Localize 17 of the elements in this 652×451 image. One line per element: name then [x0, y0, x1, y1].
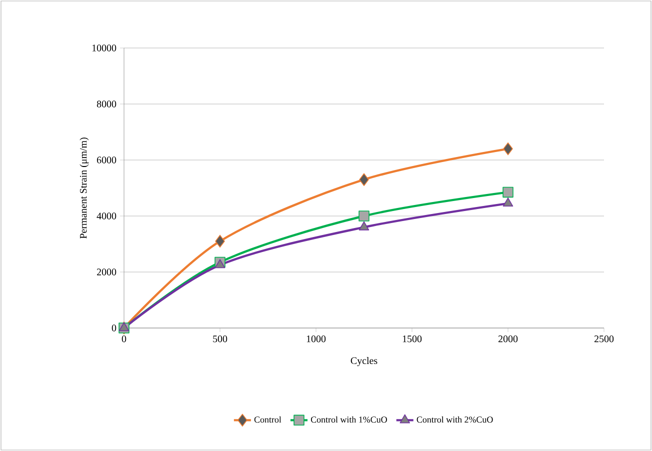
y-tick-label: 6000 [96, 156, 116, 164]
y-tick-label: 8000 [96, 100, 116, 108]
y-tick-label: 0 [112, 324, 116, 332]
y-tick-label: 2000 [97, 268, 116, 276]
y-axis-title: Permanent Strain (μm/m) [80, 138, 89, 239]
x-tick-label: 2500 [594, 336, 614, 342]
y-tick-label: 4000 [96, 212, 116, 220]
x-tick-label: 2000 [498, 336, 518, 342]
x-axis-title: Cycles [350, 357, 378, 366]
x-tick-label: 0 [122, 336, 126, 342]
x-tick-label: 500 [213, 336, 228, 342]
legend-label: Control [254, 416, 282, 423]
legend-label: Control with 1%CuO [310, 416, 387, 423]
x-tick-label: 1500 [402, 336, 422, 342]
legend-label: Control with 2%CuO [416, 416, 493, 423]
y-tick-label: 10000 [92, 44, 116, 52]
x-tick-label: 1000 [306, 336, 326, 342]
